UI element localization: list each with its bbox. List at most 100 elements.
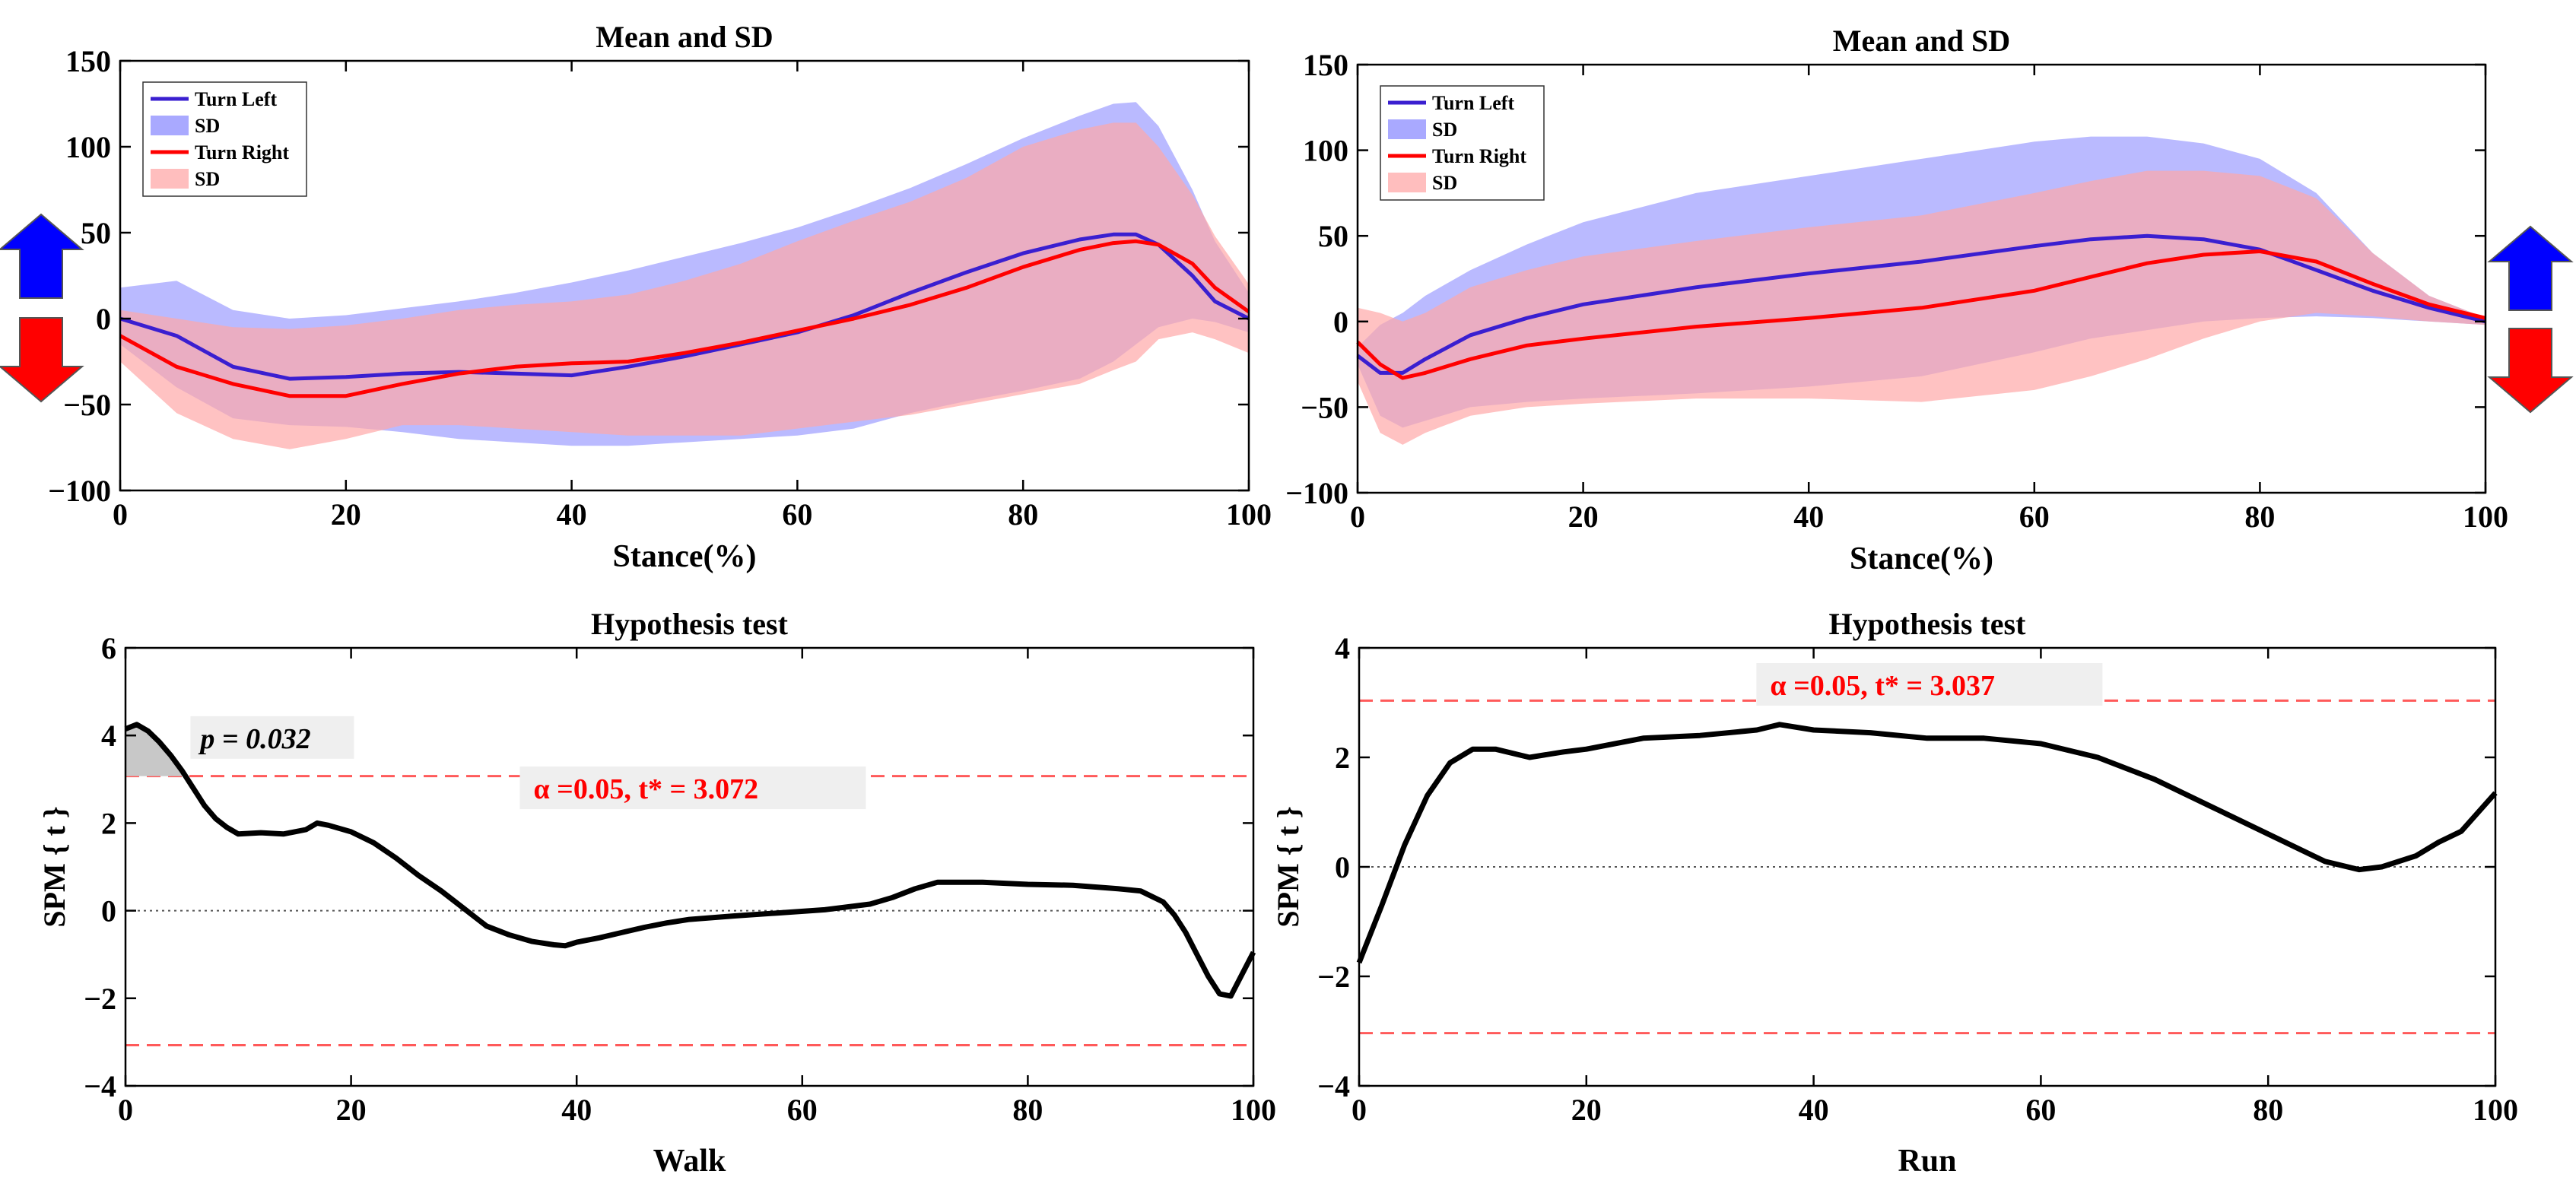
up-arrow-icon (0, 213, 84, 299)
chart-title: Hypothesis test (1829, 607, 2027, 641)
y-tick-label: 2 (1335, 741, 1350, 775)
axes-frame (119, 59, 1250, 492)
y-tick-label: −50 (1301, 390, 1348, 424)
y-tick-label: −50 (63, 388, 111, 422)
run-spm-chart: Hypothesis test α =0.05, t* = 3.037 SPM { … (1271, 607, 2518, 1179)
y-tick-label: 100 (65, 130, 111, 164)
legend-entry: SD (1432, 119, 1457, 141)
x-tick-label: 100 (2463, 500, 2508, 534)
y-tick-label: −100 (48, 474, 111, 508)
x-axis-label: Walk (653, 1144, 726, 1179)
mean-line-turn-right (119, 239, 1250, 398)
y-tick-label: 50 (81, 216, 111, 250)
down-arrow-icon (2487, 328, 2574, 414)
y-tick-label: 50 (1318, 219, 1348, 253)
x-axis-label: Run (1898, 1144, 1956, 1179)
legend-entry: Turn Right (195, 141, 289, 163)
alpha-annotation: α =0.05, t* = 3.037 (1756, 663, 2103, 706)
legend-patch-swatch (151, 116, 189, 135)
x-tick-label: 0 (118, 1093, 133, 1127)
spm-curve (124, 722, 1256, 999)
y-tick-label: 100 (1303, 134, 1348, 168)
walk-spm-chart: Hypothesis test α =0.05, t* = 3.072 p = 0.… (37, 607, 1276, 1179)
alpha-label: α =0.05, t* = 3.072 (533, 773, 758, 805)
y-tick-label: 0 (96, 302, 111, 336)
p-value-label: p = 0.032 (198, 723, 310, 755)
y-tick-label: 4 (101, 719, 116, 753)
alpha-label: α =0.05, t* = 3.037 (1770, 670, 1995, 702)
x-tick-label: 80 (1008, 497, 1038, 532)
x-tick-label: 80 (1012, 1093, 1043, 1127)
legend-entry: Turn Left (195, 88, 277, 110)
x-tick-label: 100 (1226, 497, 1272, 532)
legend-entry: Turn Right (1432, 145, 1526, 167)
y-tick-label: −4 (84, 1069, 116, 1103)
x-tick-label: 20 (336, 1093, 367, 1127)
axes-frame (1356, 63, 2487, 494)
chart-title: Hypothesis test (591, 607, 789, 641)
x-tick-label: 0 (1350, 500, 1365, 534)
y-axis-label: SPM { t } (1271, 806, 1305, 927)
chart-title: Mean and SD (1833, 24, 2010, 58)
y-tick-label: 0 (1335, 850, 1350, 884)
x-tick-label: 20 (1571, 1093, 1602, 1127)
sd-band-turn-right (120, 122, 1249, 449)
chart-title: Mean and SD (596, 20, 773, 54)
ticks: 0 20 40 60 80 100 −4 −2 0 2 4 (1317, 631, 2518, 1127)
ticks: 0 20 40 60 80 100 −100 −50 0 50 100 150 (48, 44, 1272, 532)
plot-area (1356, 699, 2498, 1035)
direction-arrows-left (0, 213, 84, 403)
y-tick-label: −2 (84, 982, 116, 1016)
ticks: 0 20 40 60 80 100 −4 −2 0 2 4 6 (84, 631, 1276, 1127)
x-tick-label: 40 (1799, 1093, 1829, 1127)
y-tick-label: 4 (1335, 631, 1350, 665)
y-tick-label: 150 (1303, 48, 1348, 82)
plot-area (1356, 136, 2486, 445)
x-tick-label: 40 (561, 1093, 592, 1127)
p-value-annotation: p = 0.032 (190, 716, 354, 759)
legend: Turn Left SD Turn Right SD (1380, 85, 1545, 201)
x-tick-label: 80 (2244, 500, 2275, 534)
x-tick-label: 20 (331, 497, 361, 532)
supra-threshold-cluster (125, 724, 186, 776)
alpha-label-bg (519, 766, 866, 810)
down-arrow-icon (0, 317, 84, 403)
p-label-bg (190, 716, 354, 759)
y-tick-label: 6 (101, 631, 116, 665)
mean-line-turn-right (1356, 249, 2486, 380)
x-tick-label: 60 (2025, 1093, 2056, 1127)
legend-entry: Turn Left (1432, 92, 1514, 114)
legend-entry: SD (195, 115, 220, 137)
y-tick-label: −2 (1317, 960, 1350, 994)
direction-arrows-right (2487, 225, 2574, 414)
x-tick-label: 0 (1352, 1093, 1367, 1127)
run-mean-chart: Mean and SD Turn Left SD Turn Right SD 0 20 40 6… (1285, 24, 2508, 576)
legend-patch-swatch (1388, 119, 1426, 139)
alpha-annotation: α =0.05, t* = 3.072 (519, 766, 866, 810)
mean-line-turn-left (1356, 233, 2486, 375)
x-axis-label: Stance(%) (1850, 541, 1993, 576)
spm-curve (1356, 722, 2498, 964)
x-tick-label: 40 (557, 497, 587, 532)
x-tick-label: 100 (1231, 1093, 1276, 1127)
x-tick-label: 40 (1793, 500, 1824, 534)
alpha-label-bg (1756, 663, 2103, 706)
legend-patch-swatch (1388, 173, 1426, 192)
x-tick-label: 60 (787, 1093, 818, 1127)
walk-mean-chart: Mean and SD Turn Left SD Turn Right SD 0 20 40 6… (48, 20, 1272, 574)
ticks: 0 20 40 60 80 100 −100 −50 0 50 100 150 (1285, 48, 2508, 534)
x-tick-label: 60 (782, 497, 812, 532)
x-tick-label: 0 (113, 497, 128, 532)
x-axis-label: Stance(%) (613, 539, 757, 574)
legend-entry: SD (1432, 172, 1457, 194)
y-tick-label: 150 (65, 44, 111, 78)
y-tick-label: 0 (101, 894, 116, 928)
legend-entry: SD (195, 168, 220, 190)
x-tick-label: 60 (2019, 500, 2050, 534)
legend: Turn Left SD Turn Right SD (142, 81, 307, 197)
x-tick-label: 100 (2473, 1093, 2518, 1127)
plot-area (119, 102, 1250, 449)
y-tick-label: 0 (1333, 305, 1348, 339)
legend-patch-swatch (151, 169, 189, 189)
